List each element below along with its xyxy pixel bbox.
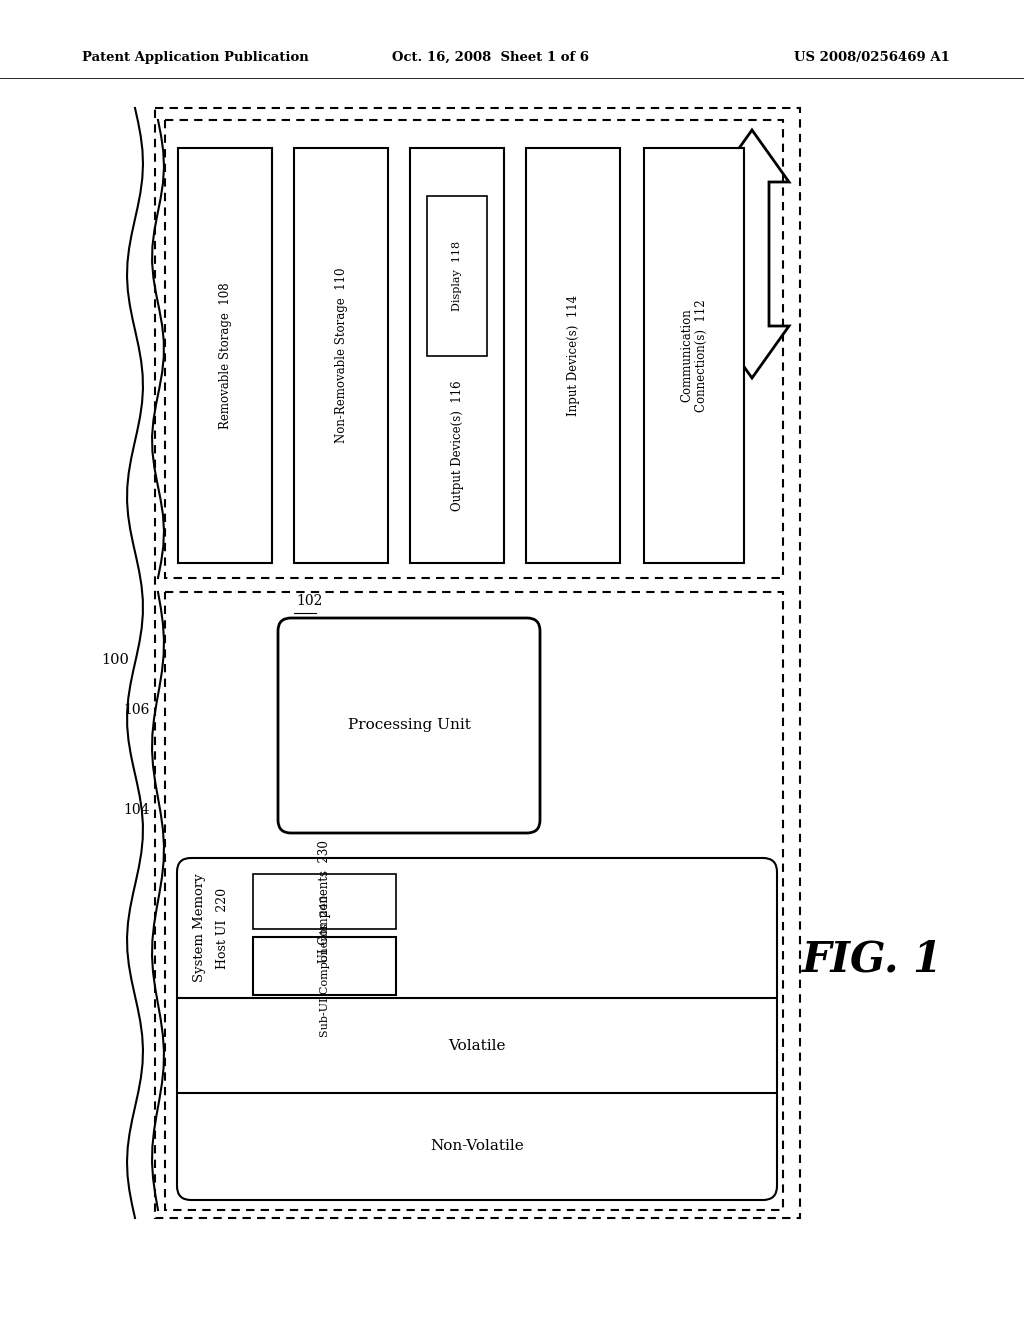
Text: System Memory: System Memory — [193, 874, 206, 982]
Text: Non-Removable Storage  110: Non-Removable Storage 110 — [335, 268, 347, 444]
Text: Communication: Communication — [681, 309, 693, 403]
Bar — [526, 148, 620, 564]
Text: 104: 104 — [124, 803, 150, 817]
Text: Processing Unit: Processing Unit — [347, 718, 470, 733]
Bar — [644, 148, 744, 564]
Bar — [410, 148, 504, 564]
Text: UI Components  230: UI Components 230 — [318, 840, 331, 962]
Text: US 2008/0256469 A1: US 2008/0256469 A1 — [795, 50, 950, 63]
Text: Output Device(s)  116: Output Device(s) 116 — [451, 380, 464, 511]
FancyBboxPatch shape — [278, 618, 540, 833]
Bar — [155, 108, 800, 1218]
Bar — [178, 148, 272, 564]
Text: Non-Volatile: Non-Volatile — [430, 1139, 524, 1154]
Text: Connection(s)  112: Connection(s) 112 — [694, 300, 708, 412]
Bar — [165, 591, 783, 1210]
Bar — [253, 937, 396, 995]
Text: Sub-UI Components  240: Sub-UI Components 240 — [319, 895, 330, 1038]
Text: Input Device(s)  114: Input Device(s) 114 — [566, 294, 580, 416]
Text: Display  118: Display 118 — [452, 242, 462, 312]
FancyBboxPatch shape — [177, 858, 777, 1200]
Bar — [165, 120, 783, 578]
Text: Oct. 16, 2008  Sheet 1 of 6: Oct. 16, 2008 Sheet 1 of 6 — [391, 50, 589, 63]
Bar — [253, 874, 396, 929]
Text: FIG. 1: FIG. 1 — [802, 939, 942, 981]
Text: 102: 102 — [296, 594, 323, 609]
Text: 106: 106 — [124, 704, 150, 717]
Text: Patent Application Publication: Patent Application Publication — [82, 50, 309, 63]
Bar — [427, 195, 487, 356]
Polygon shape — [715, 129, 790, 378]
Text: Host UI  220: Host UI 220 — [216, 887, 229, 969]
Text: Removable Storage  108: Removable Storage 108 — [218, 282, 231, 429]
Text: Volatile: Volatile — [449, 1039, 506, 1052]
Text: 100: 100 — [101, 653, 129, 667]
Bar — [294, 148, 388, 564]
